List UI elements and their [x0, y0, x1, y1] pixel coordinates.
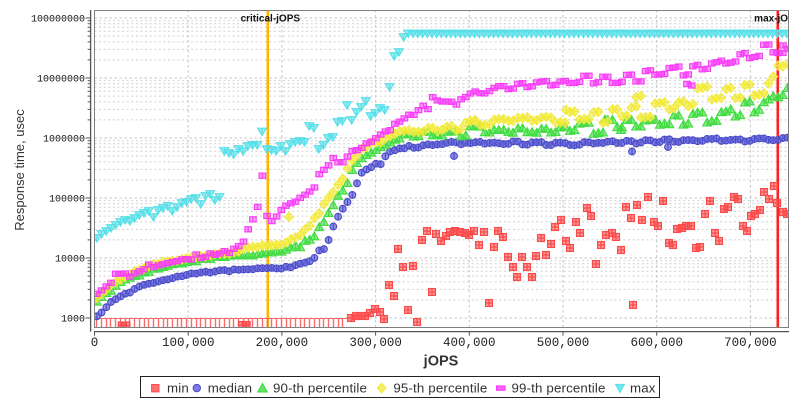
svg-text:critical-jOPS: critical-jOPS: [241, 14, 301, 25]
svg-text:10000000: 10000000: [37, 75, 85, 86]
svg-text:600,000: 600,000: [630, 336, 683, 350]
svg-text:99-th percentile: 99-th percentile: [512, 381, 606, 396]
svg-text:100,000: 100,000: [162, 336, 215, 350]
svg-text:500,000: 500,000: [537, 336, 590, 350]
svg-text:0: 0: [91, 336, 99, 350]
svg-text:1000000: 1000000: [43, 135, 85, 146]
svg-text:400,000: 400,000: [443, 336, 496, 350]
svg-text:max-jOPS: max-jOPS: [754, 14, 800, 25]
svg-text:min: min: [167, 381, 189, 396]
svg-text:median: median: [208, 381, 253, 396]
svg-text:100000000: 100000000: [31, 15, 85, 26]
svg-text:700,000: 700,000: [724, 336, 777, 350]
svg-text:10000: 10000: [55, 255, 85, 266]
svg-text:95-th percentile: 95-th percentile: [393, 381, 487, 396]
svg-text:300,000: 300,000: [349, 336, 402, 350]
svg-text:1000: 1000: [61, 315, 85, 326]
svg-text:jOPS: jOPS: [423, 354, 459, 370]
svg-text:200,000: 200,000: [256, 336, 309, 350]
svg-text:Response time, usec: Response time, usec: [12, 109, 27, 231]
svg-text:max: max: [630, 381, 656, 396]
svg-text:100000: 100000: [49, 195, 85, 206]
svg-text:90-th percentile: 90-th percentile: [273, 381, 367, 396]
